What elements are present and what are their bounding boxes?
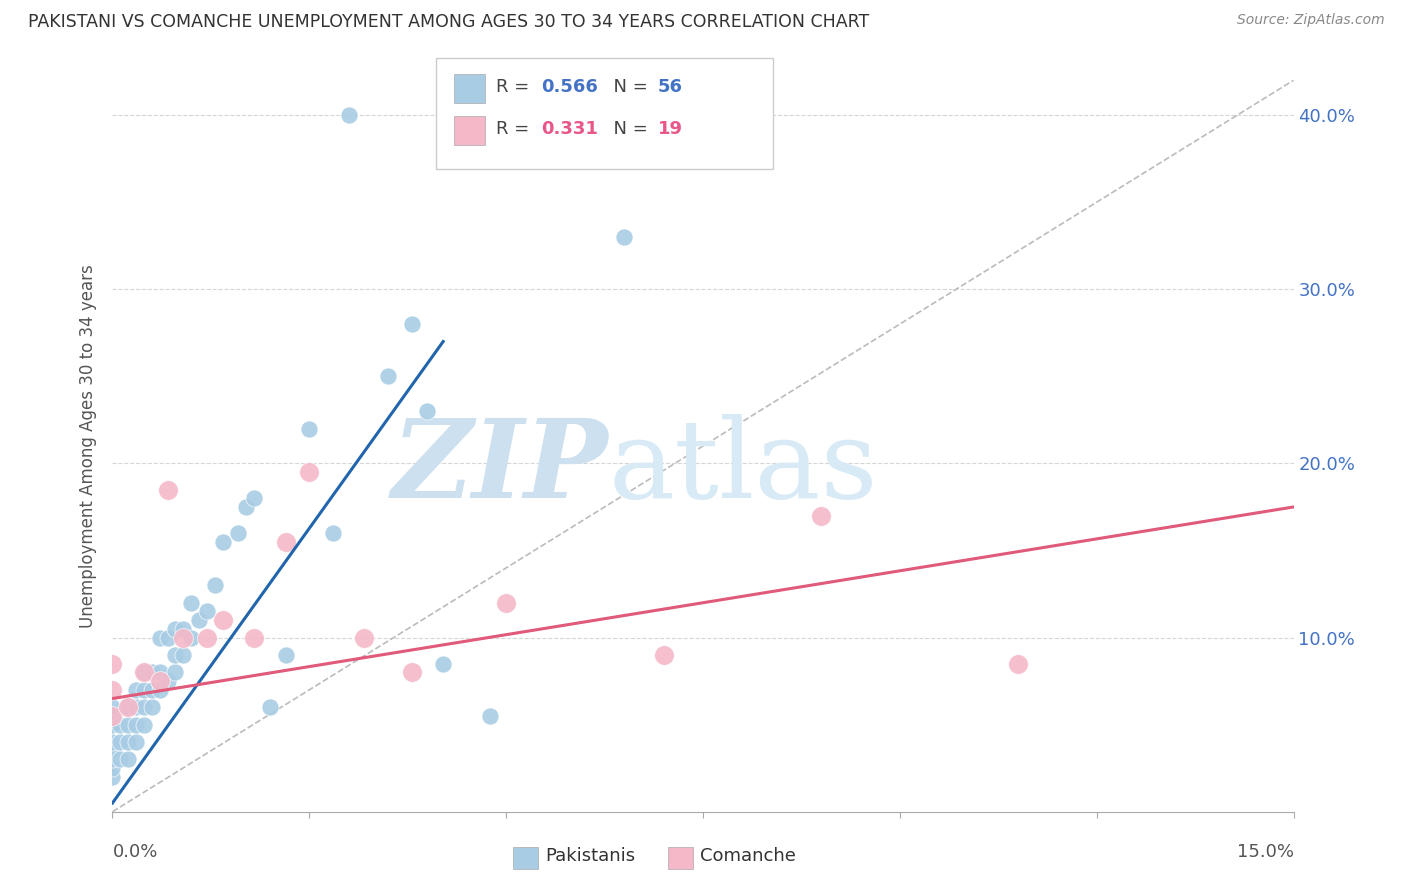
Point <box>613 230 636 244</box>
Text: 0.566: 0.566 <box>541 78 598 96</box>
Point <box>125 700 148 714</box>
Text: Source: ZipAtlas.com: Source: ZipAtlas.com <box>1237 13 1385 28</box>
Point <box>101 761 124 775</box>
Point <box>810 508 832 523</box>
Point <box>132 717 155 731</box>
Point <box>259 700 281 714</box>
Point <box>117 700 139 714</box>
Text: N =: N = <box>602 120 654 138</box>
Text: 0.0%: 0.0% <box>112 843 157 861</box>
Point <box>101 752 124 766</box>
Point <box>479 709 502 723</box>
Point <box>141 682 163 697</box>
Text: Comanche: Comanche <box>700 847 796 864</box>
Text: ZIP: ZIP <box>392 414 609 522</box>
Point <box>125 735 148 749</box>
Text: R =: R = <box>496 78 536 96</box>
Point <box>432 657 454 671</box>
Text: 19: 19 <box>658 120 683 138</box>
Point <box>337 108 360 122</box>
Point <box>172 622 194 636</box>
Point <box>204 578 226 592</box>
Point <box>149 631 172 645</box>
Y-axis label: Unemployment Among Ages 30 to 34 years: Unemployment Among Ages 30 to 34 years <box>79 264 97 628</box>
Point <box>149 682 172 697</box>
Point <box>117 735 139 749</box>
Point <box>377 369 399 384</box>
Point <box>132 665 155 680</box>
Point <box>322 526 344 541</box>
Point <box>401 317 423 331</box>
Point <box>110 717 132 731</box>
Point <box>235 500 257 514</box>
Point <box>243 491 266 506</box>
Point <box>195 631 218 645</box>
Point <box>274 648 297 662</box>
Point <box>125 717 148 731</box>
Point <box>156 483 179 497</box>
Point <box>495 596 517 610</box>
Point <box>1007 657 1029 671</box>
Point <box>156 631 179 645</box>
Point <box>211 534 233 549</box>
Point <box>195 604 218 618</box>
Point <box>101 682 124 697</box>
Point <box>165 622 187 636</box>
Point <box>172 631 194 645</box>
Point <box>132 682 155 697</box>
Point <box>110 735 132 749</box>
Text: PAKISTANI VS COMANCHE UNEMPLOYMENT AMONG AGES 30 TO 34 YEARS CORRELATION CHART: PAKISTANI VS COMANCHE UNEMPLOYMENT AMONG… <box>28 13 869 31</box>
Point <box>416 404 439 418</box>
Text: 15.0%: 15.0% <box>1236 843 1294 861</box>
Text: 0.331: 0.331 <box>541 120 598 138</box>
Point <box>180 596 202 610</box>
Point <box>180 631 202 645</box>
Point <box>132 665 155 680</box>
Point <box>117 752 139 766</box>
Point <box>101 744 124 758</box>
Point <box>652 648 675 662</box>
Point <box>243 631 266 645</box>
Point <box>141 665 163 680</box>
Point <box>101 717 124 731</box>
Point <box>101 709 124 723</box>
Point <box>125 682 148 697</box>
Point <box>188 613 211 627</box>
Point <box>149 674 172 689</box>
Point <box>165 648 187 662</box>
Point <box>117 717 139 731</box>
Text: 56: 56 <box>658 78 683 96</box>
Point <box>228 526 250 541</box>
Point <box>172 648 194 662</box>
Point <box>211 613 233 627</box>
Point <box>274 534 297 549</box>
Point <box>110 752 132 766</box>
Point <box>298 465 321 479</box>
Point <box>165 665 187 680</box>
Point <box>298 421 321 435</box>
Point <box>132 700 155 714</box>
Point <box>141 700 163 714</box>
Point <box>117 700 139 714</box>
Text: N =: N = <box>602 78 654 96</box>
Point <box>101 657 124 671</box>
Point <box>101 700 124 714</box>
Text: R =: R = <box>496 120 536 138</box>
Point <box>101 735 124 749</box>
Point <box>401 665 423 680</box>
Text: atlas: atlas <box>609 415 879 522</box>
Text: Pakistanis: Pakistanis <box>546 847 636 864</box>
Point <box>353 631 375 645</box>
Point <box>156 674 179 689</box>
Point <box>101 709 124 723</box>
Point <box>101 770 124 784</box>
Point <box>149 665 172 680</box>
